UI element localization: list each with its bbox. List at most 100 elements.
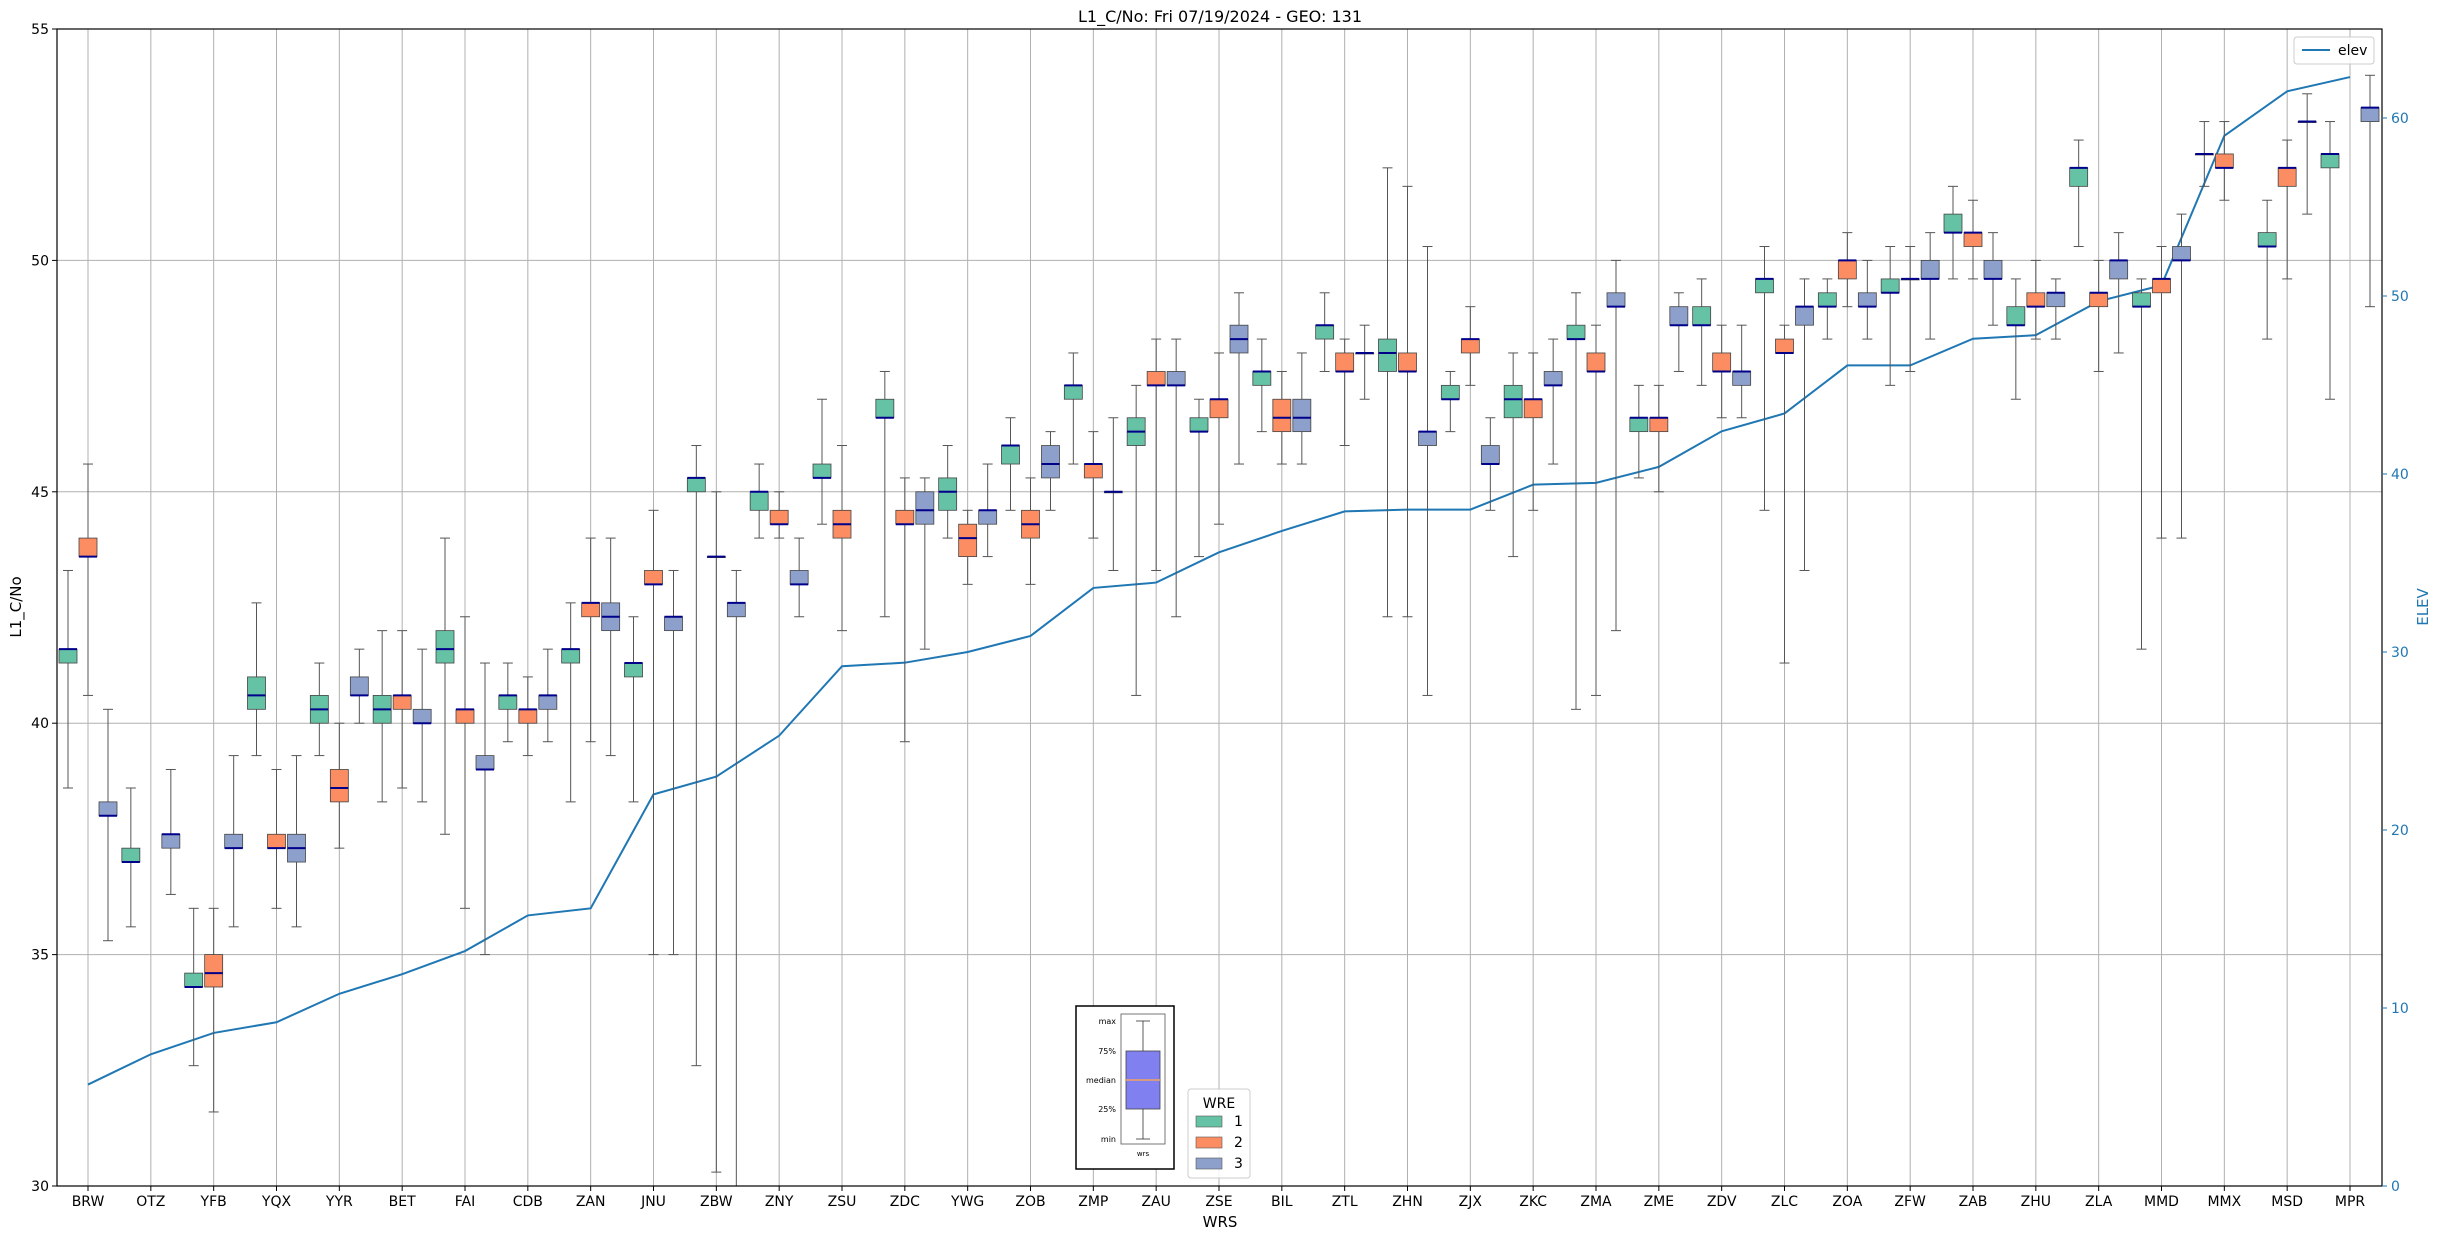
iqr-box [581,602,601,618]
iqr-box [2046,292,2066,308]
box-key-label-max: max [1099,1017,1117,1026]
y2-axis-label: ELEV [2414,587,2432,625]
box-zjx-wre2 [1460,306,1480,386]
iqr-box [349,676,369,696]
box-yyr-wre1 [309,662,329,757]
box-zob-wre2 [1021,477,1040,585]
y-tick-label: 50 [31,253,49,269]
iqr-box [329,769,349,803]
box-zny-wre2 [769,491,789,539]
iqr-box [1083,463,1103,479]
y-axis-label: L1_C/No [7,576,26,637]
iqr-box [561,648,581,664]
iqr-box [475,755,495,770]
iqr-box [2320,153,2340,169]
box-zob-wre1 [1001,417,1020,511]
iqr-box [1712,352,1732,372]
x-tick-label: MPR [2335,1194,2366,1210]
x-tick-label: YYR [325,1194,353,1210]
box-otz-wre1 [121,787,141,928]
iqr-box [2006,306,2026,326]
x-tick-label: ZAB [1959,1194,1988,1210]
box-zab-wre1 [1943,185,1963,280]
box-zoa-wre3 [1857,259,1877,340]
x-tick-label: CDB [513,1194,543,1210]
box-zma-wre1 [1566,292,1586,710]
box-layer [58,74,2380,1187]
box-zme-wre1 [1629,384,1649,479]
box-zfw-wre1 [1880,246,1900,386]
x-tick-label: FAI [455,1194,475,1210]
box-zny-wre3 [789,537,809,618]
wre-legend-label-1: 1 [1234,1114,1243,1130]
iqr-box [1649,417,1669,433]
box-brw-wre3 [98,708,118,942]
box-zdc-wre1 [875,370,895,618]
y2-tick-label: 40 [2391,467,2409,483]
wre-legend-label-2: 2 [1234,1135,1243,1151]
wre-legend-swatch-1 [1195,1115,1223,1128]
iqr-box [1001,445,1020,465]
iqr-box [538,695,558,710]
axis-layer: BRW OTZ YFB YQX YYR BET FAI CDB ZAN JNU ZBW ZNY ZSU Z… [31,22,2409,1210]
box-zmp-wre1 [1063,352,1083,465]
iqr-box [2069,167,2089,187]
y2-tick-label: 0 [2391,1179,2400,1195]
x-tick-label: ZLA [2085,1194,2113,1210]
x-tick-label: MSD [2271,1194,2303,1210]
x-tick-label: YQX [261,1194,292,1210]
x-tick-label: ZDC [890,1194,920,1210]
iqr-box [1817,292,1837,308]
x-tick-label: ZFW [1894,1194,1926,1210]
box-zau-wre1 [1126,384,1146,696]
iqr-box [2214,153,2234,169]
y2-tick-label: 60 [2391,111,2409,127]
box-zlc-wre1 [1755,246,1774,511]
x-tick-label: MMX [2207,1194,2241,1210]
box-zoa-wre2 [1837,232,1857,308]
box-zlc-wre3 [1795,278,1814,571]
iqr-box [498,695,518,710]
box-zme-wre3 [1669,292,1689,372]
iqr-box [1775,338,1794,354]
box-zla-wre2 [2089,259,2109,372]
iqr-box [938,477,958,511]
iqr-box [624,662,643,678]
iqr-box [1440,384,1460,400]
box-key-label-min: min [1101,1135,1116,1144]
x-tick-label: ZNY [765,1194,794,1210]
box-zjx-wre3 [1480,417,1500,511]
iqr-box [1983,259,2003,280]
iqr-box [1460,338,1480,354]
box-bet-wre2 [392,630,412,789]
iqr-box [1315,324,1335,340]
wre-legend-frame [1187,1088,1251,1179]
box-zab-wre2 [1963,199,1983,280]
iqr-box [1837,259,1857,280]
iqr-box [1732,371,1752,386]
wre-legend: WRE 1 2 3 [1187,1088,1251,1179]
elev-legend-frame [2293,36,2375,65]
iqr-box [1480,445,1500,465]
iqr-box [121,847,141,863]
wre-legend-swatch-3 [1195,1157,1223,1170]
box-zhu-wre2 [2026,259,2046,340]
box-zau-wre2 [1146,338,1166,571]
box-mpr-wre3 [2360,74,2380,308]
iqr-box [224,833,244,849]
box-mpr-wre1 [2320,121,2340,400]
iqr-box [518,708,538,724]
box-zlc-wre2 [1775,324,1794,664]
y-tick-label: 55 [31,22,49,38]
iqr-box [1166,371,1186,386]
box-yyr-wre2 [329,722,349,849]
iqr-box [769,509,789,525]
iqr-box [1146,371,1166,386]
y2-tick-label: 50 [2391,289,2409,305]
box-brw-wre1 [58,569,78,789]
box-zse-wre3 [1229,292,1249,465]
box-zse-wre2 [1209,352,1229,525]
iqr-box [2172,246,2191,261]
box-zbw-wre1 [686,445,706,1067]
